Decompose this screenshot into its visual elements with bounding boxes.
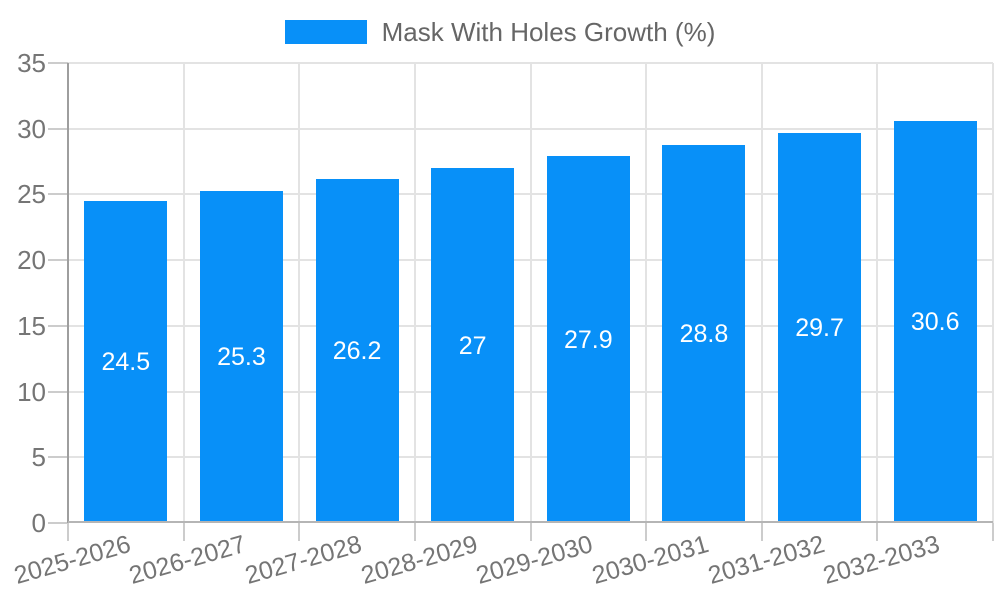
y-axis-line bbox=[67, 63, 69, 523]
bar-value-label: 27 bbox=[458, 331, 487, 360]
x-axis-tick bbox=[529, 523, 532, 541]
bar bbox=[315, 178, 399, 523]
y-axis-label: 20 bbox=[17, 245, 46, 276]
y-axis-tick bbox=[48, 324, 68, 327]
bar-value-label: 25.3 bbox=[217, 342, 266, 371]
y-axis-label: 0 bbox=[31, 508, 46, 538]
y-axis-label: 5 bbox=[31, 442, 46, 473]
y-axis-label: 25 bbox=[17, 179, 46, 210]
x-gridline bbox=[298, 63, 301, 523]
bar-value-label: 29.7 bbox=[795, 313, 844, 342]
y-axis-tick bbox=[48, 522, 68, 524]
y-axis-label: 15 bbox=[17, 310, 46, 341]
x-gridline bbox=[992, 63, 994, 523]
x-axis-tick bbox=[876, 523, 879, 541]
legend-swatch-icon bbox=[284, 20, 367, 44]
x-gridline bbox=[529, 63, 532, 523]
y-axis-tick bbox=[48, 127, 68, 130]
bar bbox=[893, 120, 977, 523]
y-axis-tick bbox=[48, 259, 68, 262]
bar-value-label: 26.2 bbox=[332, 336, 382, 365]
x-axis-tick bbox=[298, 523, 301, 541]
y-axis-tick bbox=[48, 456, 68, 459]
bar bbox=[778, 132, 862, 523]
bar bbox=[431, 168, 515, 523]
x-axis-line bbox=[68, 521, 993, 523]
bar-value-label: 24.5 bbox=[101, 348, 151, 376]
bar bbox=[662, 144, 746, 523]
x-axis-tick bbox=[645, 523, 648, 541]
bar-value-label: 30.6 bbox=[910, 307, 960, 336]
bar-value-label: 28.8 bbox=[679, 319, 729, 348]
bar bbox=[546, 156, 630, 523]
y-axis-label: 10 bbox=[17, 376, 46, 407]
y-axis-label: 30 bbox=[17, 113, 46, 144]
x-gridline bbox=[182, 63, 185, 523]
x-axis-tick bbox=[413, 523, 416, 541]
x-axis-tick bbox=[67, 523, 69, 541]
legend[interactable]: Mask With Holes Growth (%) bbox=[0, 15, 1000, 49]
y-axis-tick bbox=[48, 193, 68, 196]
x-gridline bbox=[876, 63, 879, 523]
x-gridline bbox=[645, 63, 648, 523]
x-gridline bbox=[413, 63, 416, 523]
legend-label: Mask With Holes Growth (%) bbox=[381, 17, 716, 47]
x-gridline bbox=[760, 63, 763, 523]
x-axis-tick bbox=[182, 523, 185, 541]
x-axis-tick bbox=[760, 523, 763, 541]
bar bbox=[84, 201, 168, 523]
y-axis-tick bbox=[48, 62, 68, 64]
bar-value-label: 27.9 bbox=[563, 325, 613, 354]
y-axis-label: 35 bbox=[17, 48, 46, 78]
bar bbox=[199, 190, 283, 523]
plot-area: 24.5 25.3 26.2 27 27.9 28.8 29.7 30.6 bbox=[68, 62, 994, 523]
x-axis-tick bbox=[992, 523, 994, 541]
y-axis-tick bbox=[48, 390, 68, 393]
